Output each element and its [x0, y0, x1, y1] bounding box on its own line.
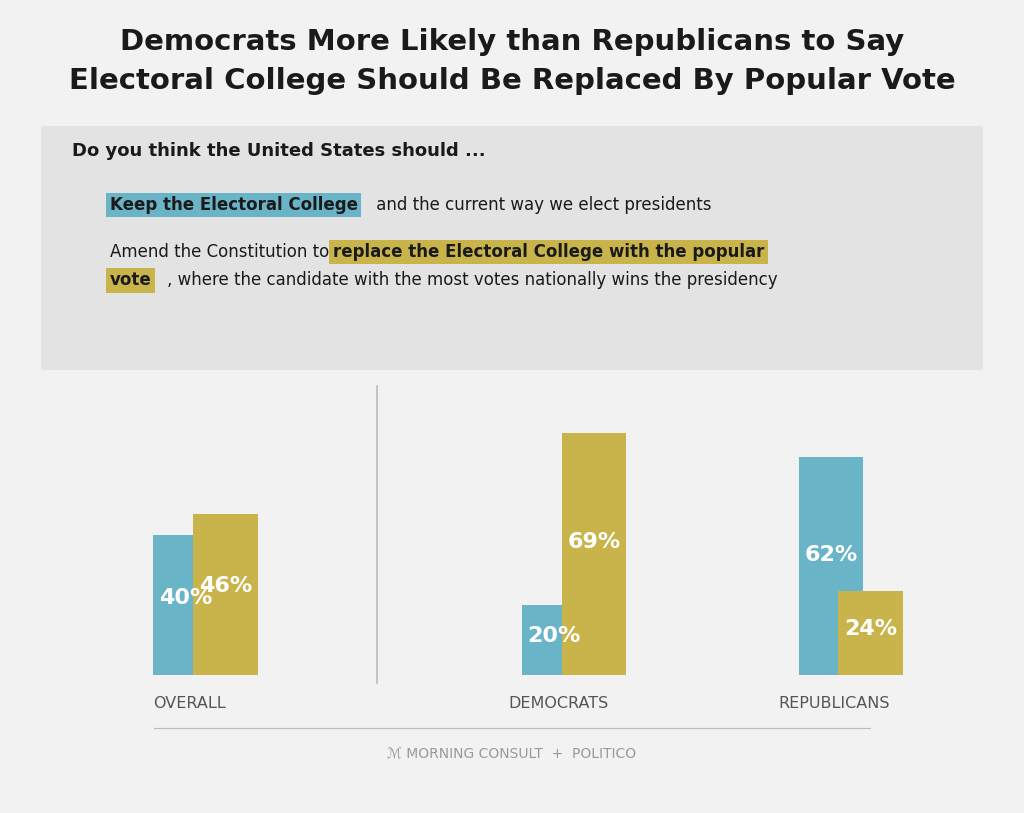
Text: , where the candidate with the most votes nationally wins the presidency: , where the candidate with the most vote… — [167, 272, 777, 289]
Text: Democrats More Likely than Republicans to Say: Democrats More Likely than Republicans t… — [120, 28, 904, 56]
Bar — [799, 458, 863, 675]
Text: REPUBLICANS: REPUBLICANS — [779, 696, 890, 711]
Text: 40%: 40% — [159, 588, 212, 607]
Text: OVERALL: OVERALL — [154, 696, 225, 711]
Bar — [839, 590, 903, 675]
Text: vote: vote — [110, 272, 152, 289]
Text: 69%: 69% — [567, 532, 621, 552]
Text: Keep the Electoral College: Keep the Electoral College — [110, 196, 357, 214]
Circle shape — [69, 192, 93, 216]
Text: Electoral College Should Be Replaced By Popular Vote: Electoral College Should Be Replaced By … — [69, 67, 955, 94]
Text: 24%: 24% — [844, 619, 897, 638]
Text: Do you think the United States should ...: Do you think the United States should ..… — [72, 142, 485, 160]
Text: ℳ MORNING CONSULT  +  POLITICO: ℳ MORNING CONSULT + POLITICO — [387, 747, 637, 762]
Text: replace the Electoral College with the popular: replace the Electoral College with the p… — [333, 243, 764, 261]
Circle shape — [69, 272, 93, 296]
Text: 62%: 62% — [804, 546, 857, 565]
Text: Amend the Constitution to: Amend the Constitution to — [110, 243, 329, 261]
Bar — [154, 535, 218, 675]
Text: 46%: 46% — [199, 576, 252, 596]
Text: and the current way we elect presidents: and the current way we elect presidents — [371, 196, 712, 214]
Text: 20%: 20% — [527, 626, 581, 646]
Text: DEMOCRATS: DEMOCRATS — [508, 696, 608, 711]
Bar — [562, 433, 627, 675]
Bar — [522, 605, 587, 675]
Bar — [194, 514, 258, 675]
